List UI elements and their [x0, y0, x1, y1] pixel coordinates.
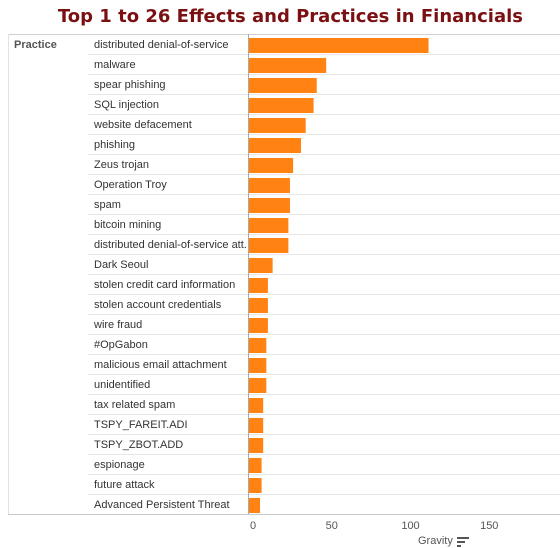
category-label: Operation Troy — [94, 179, 167, 191]
category-label: espionage — [94, 459, 145, 471]
bar[interactable] — [249, 38, 429, 53]
category-label: spam — [94, 199, 121, 211]
table-row[interactable]: Operation Troy — [88, 175, 560, 195]
chart-title: Top 1 to 26 Effects and Practices in Fin… — [57, 6, 523, 27]
x-axis-zero-line — [248, 34, 249, 515]
bar[interactable] — [249, 178, 290, 193]
bar[interactable] — [249, 158, 294, 173]
table-row[interactable]: tax related spam — [88, 395, 560, 415]
bar[interactable] — [249, 378, 267, 393]
bar[interactable] — [249, 298, 268, 313]
category-label: future attack — [94, 479, 155, 491]
bar[interactable] — [249, 198, 290, 213]
bar[interactable] — [249, 118, 306, 133]
bar[interactable] — [249, 218, 289, 233]
bar[interactable] — [249, 478, 262, 493]
bar[interactable] — [249, 338, 267, 353]
table-row[interactable]: website defacement — [88, 115, 560, 135]
category-label: stolen credit card information — [94, 279, 236, 291]
table-row[interactable]: malicious email attachment — [88, 355, 560, 375]
table-row[interactable]: bitcoin mining — [88, 215, 560, 235]
x-tick-label: 50 — [325, 520, 338, 532]
bar[interactable] — [249, 458, 262, 473]
table-row[interactable]: distributed denial-of-service — [88, 35, 560, 55]
category-label: distributed denial-of-service — [94, 39, 229, 51]
category-label: TSPY_ZBOT.ADD — [94, 439, 184, 451]
bar[interactable] — [249, 418, 264, 433]
table-row[interactable]: TSPY_FAREIT.ADI — [88, 415, 560, 435]
table-row[interactable]: wire fraud — [88, 315, 560, 335]
table-row[interactable]: SQL injection — [88, 95, 560, 115]
bar[interactable] — [249, 78, 317, 93]
category-label: TSPY_FAREIT.ADI — [94, 419, 188, 431]
category-label: distributed denial-of-service att.. — [94, 239, 246, 251]
table-row[interactable]: Dark Seoul — [88, 255, 560, 275]
bar[interactable] — [249, 98, 314, 113]
table-row[interactable]: Advanced Persistent Threat — [88, 495, 560, 515]
bar[interactable] — [249, 438, 264, 453]
x-axis-line — [8, 514, 560, 515]
sort-descending-icon[interactable] — [457, 537, 469, 547]
category-label: unidentified — [94, 379, 151, 391]
table-row[interactable]: stolen credit card information — [88, 275, 560, 295]
bar[interactable] — [249, 258, 273, 273]
bar[interactable] — [249, 138, 301, 153]
category-label: bitcoin mining — [94, 219, 162, 231]
category-rows: distributed denial-of-service malware spea… — [88, 35, 560, 515]
table-row[interactable]: stolen account credentials — [88, 295, 560, 315]
left-border — [8, 34, 9, 515]
category-label: website defacement — [94, 119, 192, 131]
category-label: phishing — [94, 139, 135, 151]
category-label: Advanced Persistent Threat — [94, 499, 230, 511]
table-row[interactable]: phishing — [88, 135, 560, 155]
category-label: #OpGabon — [94, 339, 148, 351]
table-row[interactable]: TSPY_ZBOT.ADD — [88, 435, 560, 455]
table-row[interactable]: spear phishing — [88, 75, 560, 95]
x-tick-label: 100 — [401, 520, 420, 532]
table-row[interactable]: #OpGabon — [88, 335, 560, 355]
bar[interactable] — [249, 498, 261, 513]
table-row[interactable]: distributed denial-of-service att.. — [88, 235, 560, 255]
table-row[interactable]: espionage — [88, 455, 560, 475]
bar[interactable] — [249, 238, 289, 253]
bar[interactable] — [249, 318, 268, 333]
header-divider — [8, 34, 560, 35]
bar[interactable] — [249, 58, 327, 73]
bar[interactable] — [249, 278, 268, 293]
category-label: wire fraud — [94, 319, 143, 331]
category-label: spear phishing — [94, 79, 166, 91]
category-label: stolen account credentials — [94, 299, 222, 311]
row-header-practice[interactable]: Practice — [14, 39, 57, 51]
table-row[interactable]: malware — [88, 55, 560, 75]
table-row[interactable]: spam — [88, 195, 560, 215]
table-row[interactable]: unidentified — [88, 375, 560, 395]
category-label: Zeus trojan — [94, 159, 150, 171]
table-row[interactable]: future attack — [88, 475, 560, 495]
category-label: malware — [94, 59, 136, 71]
bar[interactable] — [249, 358, 267, 373]
table-row[interactable]: Zeus trojan — [88, 155, 560, 175]
x-tick-label: 0 — [249, 520, 257, 532]
category-label: Dark Seoul — [94, 259, 149, 271]
x-axis-label[interactable]: Gravity — [418, 535, 453, 547]
category-label: tax related spam — [94, 399, 176, 411]
category-label: SQL injection — [94, 99, 160, 111]
category-label: malicious email attachment — [94, 359, 227, 371]
x-tick-label: 150 — [480, 520, 499, 532]
bar[interactable] — [249, 398, 264, 413]
